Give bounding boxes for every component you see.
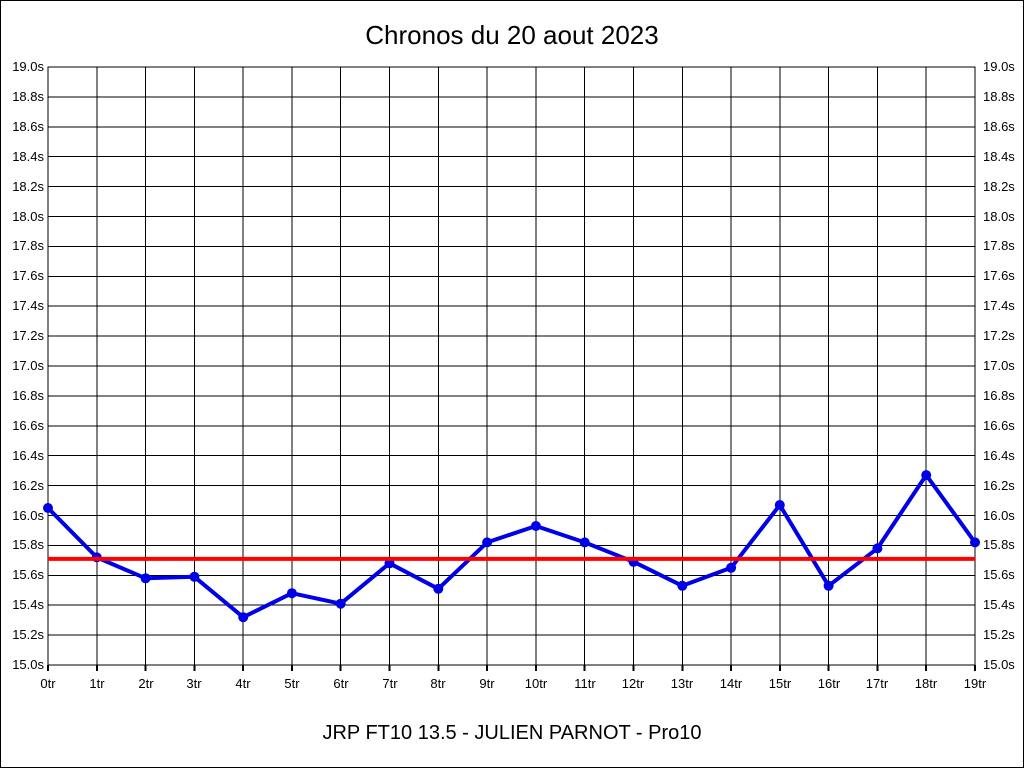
y-axis-tick-label-left: 18.4s bbox=[12, 149, 44, 164]
y-axis-tick-label-right: 15.8s bbox=[983, 537, 1015, 552]
data-point bbox=[482, 537, 493, 548]
x-axis-tick-label: 4tr bbox=[235, 676, 251, 691]
data-point bbox=[43, 503, 53, 513]
y-axis-tick-label-left: 16.6s bbox=[12, 418, 44, 433]
y-axis-tick-label-right: 18.6s bbox=[983, 119, 1015, 134]
chart-footer: JRP FT10 13.5 - JULIEN PARNOT - Pro10 bbox=[322, 722, 702, 744]
y-axis-tick-label-right: 16.0s bbox=[983, 508, 1015, 523]
data-point bbox=[677, 580, 688, 591]
y-axis-tick-label-right: 15.0s bbox=[983, 657, 1015, 672]
x-axis-tick-label: 12tr bbox=[621, 676, 645, 691]
data-point bbox=[189, 571, 200, 582]
y-axis-tick-label-right: 19.0s bbox=[983, 59, 1015, 74]
x-axis-tick-label: 17tr bbox=[865, 676, 889, 691]
x-axis-tick-label: 16tr bbox=[817, 676, 841, 691]
data-point bbox=[726, 562, 737, 573]
y-axis-tick-label-left: 16.0s bbox=[12, 508, 44, 523]
y-axis-tick-label-right: 17.6s bbox=[983, 268, 1015, 283]
data-point bbox=[774, 500, 785, 510]
y-axis-tick-label-right: 15.4s bbox=[983, 597, 1015, 612]
y-axis-tick-label-left: 17.2s bbox=[12, 328, 44, 343]
data-point bbox=[579, 537, 590, 548]
y-axis-tick-label-right: 18.2s bbox=[983, 179, 1015, 194]
y-axis-tick-label-right: 16.2s bbox=[983, 478, 1015, 493]
y-axis-tick-label-left: 18.6s bbox=[12, 119, 44, 134]
y-axis-tick-label-left: 18.0s bbox=[12, 209, 44, 224]
data-point bbox=[872, 543, 883, 554]
x-axis-tick-label: 13tr bbox=[670, 676, 694, 691]
y-axis-tick-label-right: 16.8s bbox=[983, 388, 1015, 403]
y-axis-tick-label-left: 15.2s bbox=[12, 627, 44, 642]
x-axis-tick-label: 15tr bbox=[768, 676, 792, 691]
x-axis-tick-label: 1tr bbox=[89, 676, 105, 691]
x-axis-tick-label: 3tr bbox=[186, 676, 202, 691]
x-axis-tick-label: 5tr bbox=[284, 676, 300, 691]
y-axis-tick-label-left: 15.8s bbox=[12, 537, 44, 552]
x-axis-tick-label: 8tr bbox=[430, 676, 446, 691]
y-axis-tick-label-left: 17.8s bbox=[12, 238, 44, 253]
data-point bbox=[970, 537, 980, 548]
y-axis-tick-label-right: 15.2s bbox=[983, 627, 1015, 642]
series-line bbox=[46, 473, 977, 620]
y-axis-tick-label-right: 15.6s bbox=[983, 567, 1015, 582]
y-axis-tick-label-right: 18.4s bbox=[983, 149, 1015, 164]
x-axis-tick-label: 6tr bbox=[333, 676, 349, 691]
data-point bbox=[286, 588, 297, 599]
x-axis-tick-label: 18tr bbox=[914, 676, 938, 691]
y-axis-tick-label-right: 17.8s bbox=[983, 238, 1015, 253]
y-axis-tick-label-left: 18.8s bbox=[12, 89, 44, 104]
y-axis-tick-label-right: 16.6s bbox=[983, 418, 1015, 433]
data-point bbox=[238, 612, 249, 623]
y-axis-tick-label-left: 17.0s bbox=[12, 358, 44, 373]
y-axis-tick-label-left: 16.2s bbox=[12, 478, 44, 493]
x-axis-tick-label: 2tr bbox=[138, 676, 154, 691]
y-axis-tick-label-right: 16.4s bbox=[983, 448, 1015, 463]
x-axis-tick-label: 7tr bbox=[382, 676, 398, 691]
y-axis-tick-label-right: 17.4s bbox=[983, 298, 1015, 313]
y-axis-tick-label-left: 17.6s bbox=[12, 268, 44, 283]
y-axis-tick-label-left: 15.4s bbox=[12, 597, 44, 612]
y-axis-tick-label-left: 16.4s bbox=[12, 448, 44, 463]
x-axis-tick-label: 0tr bbox=[40, 676, 56, 691]
y-axis-tick-label-left: 17.4s bbox=[12, 298, 44, 313]
y-axis-tick-label-left: 15.6s bbox=[12, 567, 44, 582]
data-point bbox=[433, 583, 444, 594]
x-axis-tick-label: 9tr bbox=[479, 676, 495, 691]
x-axis-tick-label: 14tr bbox=[719, 676, 743, 691]
y-axis-tick-label-left: 18.2s bbox=[12, 179, 44, 194]
data-point bbox=[140, 573, 151, 584]
data-point bbox=[823, 580, 834, 591]
y-axis-tick-label-left: 16.8s bbox=[12, 388, 44, 403]
y-axis-tick-label-right: 17.0s bbox=[983, 358, 1015, 373]
data-point bbox=[921, 470, 932, 481]
y-axis-tick-label-right: 18.0s bbox=[983, 209, 1015, 224]
y-axis-tick-label-right: 18.8s bbox=[983, 89, 1015, 104]
y-axis-tick-label-left: 15.0s bbox=[12, 657, 44, 672]
x-axis-tick-label: 19tr bbox=[963, 676, 987, 691]
chart-title: Chronos du 20 aout 2023 bbox=[365, 20, 659, 50]
y-axis-tick-label-left: 19.0s bbox=[12, 59, 44, 74]
plot-border bbox=[47, 66, 976, 666]
x-axis-tick-label: 11tr bbox=[574, 676, 596, 691]
y-axis-tick-label-right: 17.2s bbox=[983, 328, 1015, 343]
data-point bbox=[530, 521, 541, 531]
data-point bbox=[335, 598, 346, 609]
x-axis-tick-label: 10tr bbox=[524, 676, 548, 691]
